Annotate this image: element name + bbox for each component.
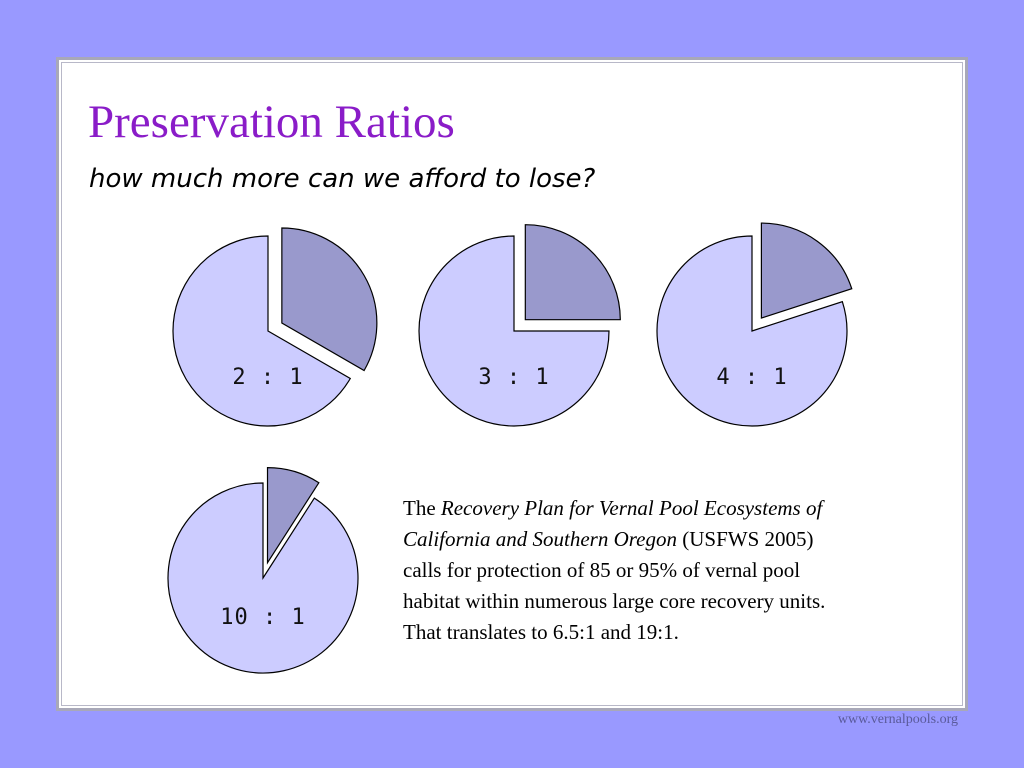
pie-ratio-label: 2 : 1 [232, 365, 303, 390]
note-line-1: The Recovery Plan for Vernal Pool Ecosys… [403, 493, 943, 524]
pie-chart: 2 : 1 [172, 227, 378, 427]
pie-ratio-label: 3 : 1 [478, 365, 549, 390]
slide-title: Preservation Ratios [88, 96, 455, 148]
note-line-5: That translates to 6.5:1 and 19:1. [403, 620, 679, 644]
pie-slice-lost [281, 227, 378, 372]
pie-slice-lost [266, 467, 320, 565]
note-title-part-1: Recovery Plan for Vernal Pool Ecosystems… [440, 496, 823, 520]
pie-chart: 10 : 1 [167, 467, 359, 674]
note-title-part-2: California and Southern Oregon [403, 527, 677, 551]
recovery-plan-note: The Recovery Plan for Vernal Pool Ecosys… [403, 493, 943, 648]
pie-chart: 3 : 1 [418, 224, 621, 427]
note-source: (USFWS 2005) [676, 527, 814, 551]
note-line-3: calls for protection of 85 or 95% of ver… [403, 558, 801, 582]
pie-chart: 4 : 1 [656, 222, 853, 427]
pie-slice-lost [524, 224, 621, 321]
footer-url: www.vernalpools.org [837, 712, 958, 727]
pie-ratio-label: 10 : 1 [220, 605, 305, 630]
pie-slice-remaining [656, 235, 848, 427]
note-line-2: California and Southern Oregon (USFWS 20… [403, 524, 943, 555]
note-prefix: The [403, 496, 441, 520]
pie-slice-remaining [172, 235, 352, 427]
pie-slice-remaining [418, 235, 610, 427]
pie-slice-lost [760, 222, 853, 319]
note-line-4: habitat within numerous large core recov… [403, 589, 826, 613]
pie-ratio-label: 4 : 1 [716, 365, 787, 390]
slide-subtitle: how much more can we afford to lose? [89, 164, 596, 194]
pie-slice-remaining [167, 482, 359, 674]
